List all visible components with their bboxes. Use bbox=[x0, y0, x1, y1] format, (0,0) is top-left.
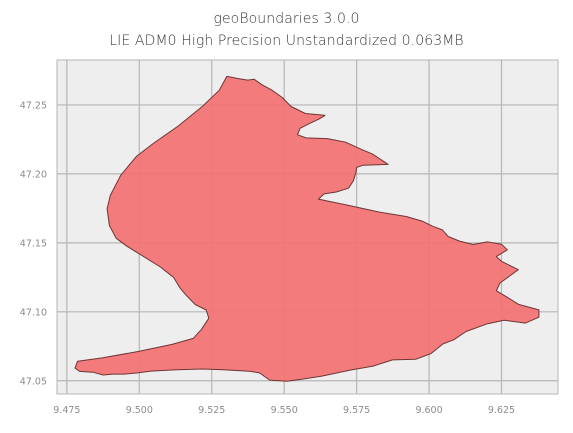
plot-frame bbox=[56, 59, 559, 395]
x-tick-label: 9.600 bbox=[415, 405, 442, 416]
x-tick-label: 9.625 bbox=[488, 405, 515, 416]
x-tick-label: 9.475 bbox=[53, 405, 80, 416]
y-tick-label: 47.05 bbox=[20, 376, 47, 387]
country-boundary-polygon bbox=[74, 75, 540, 382]
chart-title: geoBoundaries 3.0.0 bbox=[213, 11, 360, 27]
y-tick-label: 47.25 bbox=[20, 100, 47, 111]
y-tick-label: 47.15 bbox=[20, 238, 47, 249]
x-tick-label: 9.500 bbox=[126, 405, 153, 416]
chart-subtitle: LIE ADM0 High Precision Unstandardized 0… bbox=[109, 33, 464, 49]
y-tick-label: 47.10 bbox=[20, 307, 47, 318]
x-tick-label: 9.550 bbox=[271, 405, 298, 416]
x-tick-label: 9.575 bbox=[343, 405, 370, 416]
plot-area: 9.475 9.500 9.525 9.550 9.575 9.600 9.625 47.05… bbox=[20, 59, 559, 416]
y-tick-label: 47.20 bbox=[20, 169, 47, 180]
x-tick-label: 9.525 bbox=[198, 405, 225, 416]
